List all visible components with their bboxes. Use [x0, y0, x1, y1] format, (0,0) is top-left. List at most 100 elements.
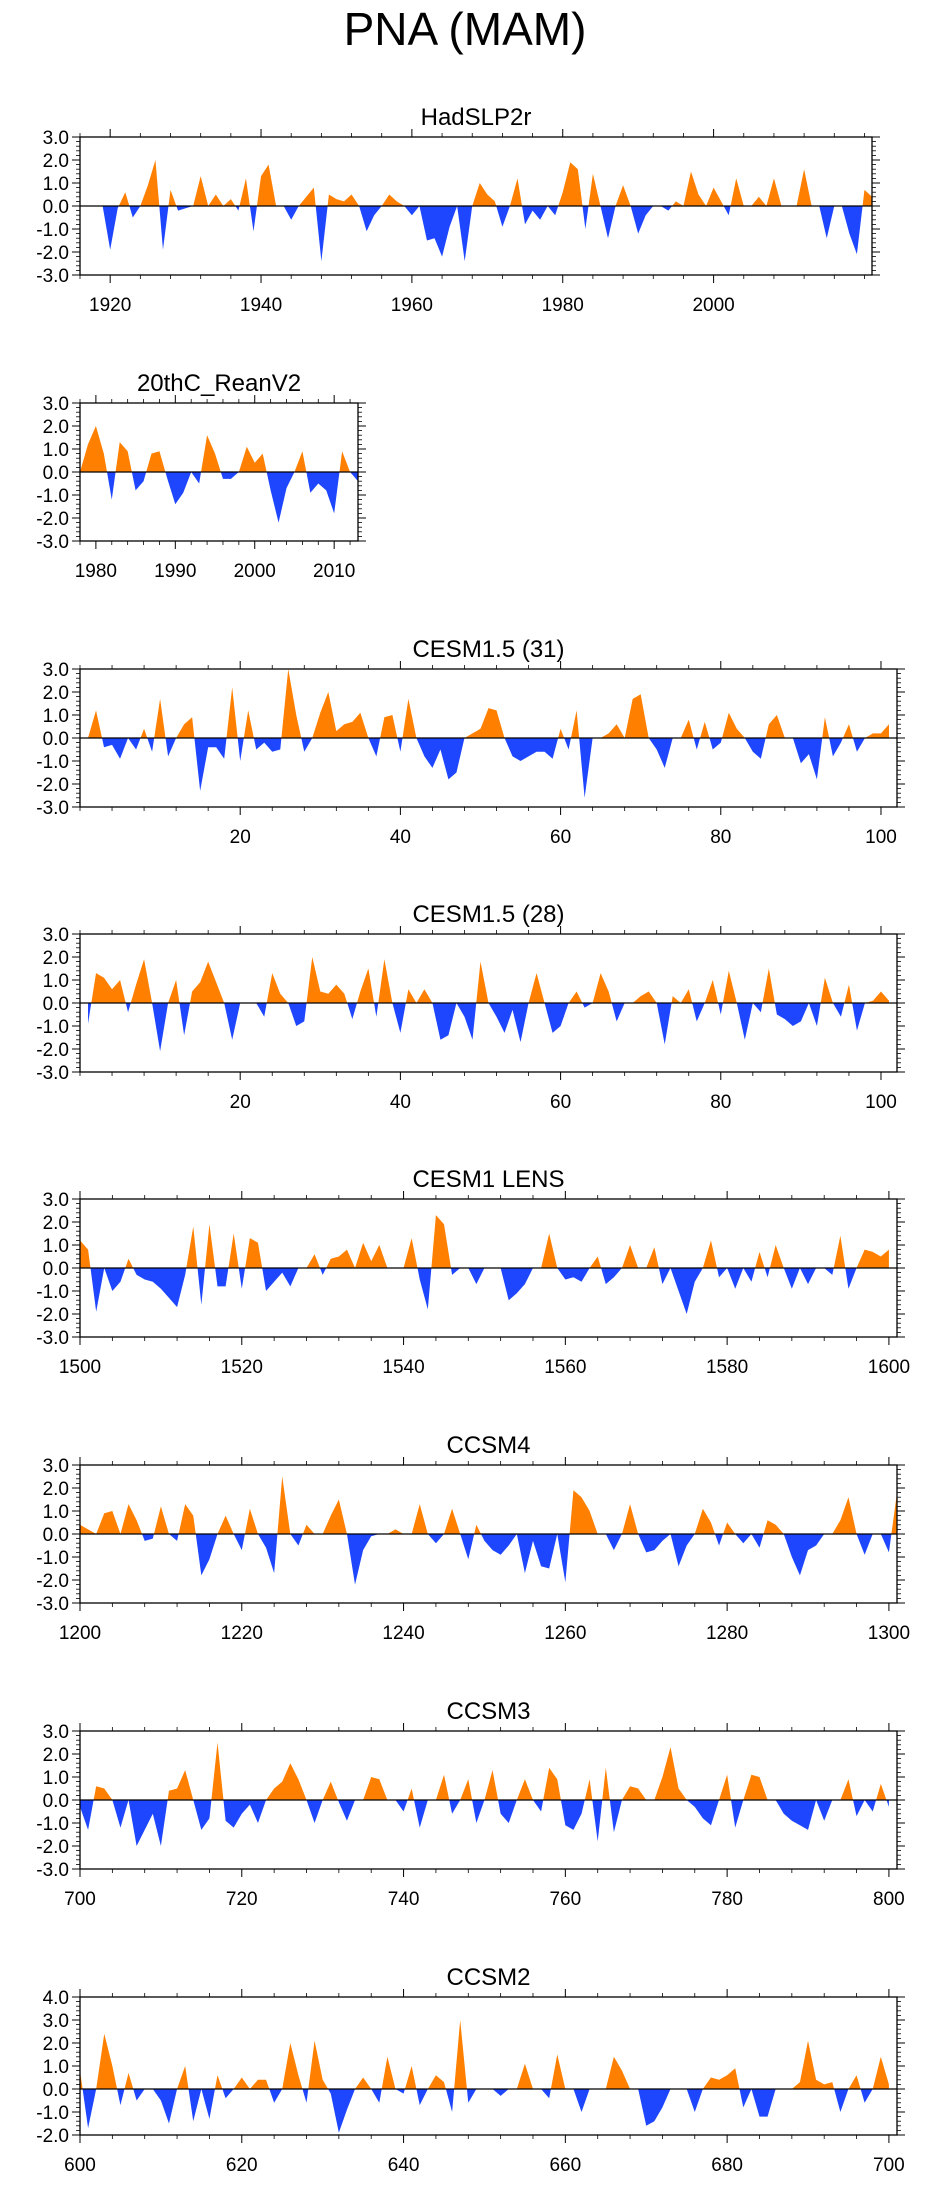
x-tick-label: 800	[873, 1889, 905, 1910]
plot-frame	[79, 1996, 898, 2136]
x-tick-label: 40	[390, 827, 411, 848]
negative-area	[80, 472, 358, 523]
x-tick-label: 20	[230, 1092, 251, 1113]
y-tick-label: -1.0	[36, 1548, 69, 1569]
x-tick-label: 60	[550, 827, 571, 848]
y-tick-label: -1.0	[36, 1814, 69, 1835]
negative-area	[80, 206, 872, 262]
y-tick-label: 2.0	[43, 1479, 69, 1500]
x-tick-label: 1990	[154, 561, 196, 582]
y-tick-label: 3.0	[43, 1722, 69, 1743]
positive-area	[80, 1215, 889, 1268]
x-tick-label: 740	[388, 1889, 420, 1910]
y-tick-label: 1.0	[43, 971, 69, 992]
x-tick-label: 1580	[706, 1357, 748, 1378]
chart-panel: CESM1.5 (31) -3.0-2.0-1.00.01.02.03.0 20 40…	[36, 636, 905, 848]
y-tick-label: -2.0	[36, 2126, 69, 2147]
y-tick-label: 2.0	[43, 417, 69, 438]
x-tick-label: 1960	[391, 295, 433, 316]
x-tick-label: 700	[873, 2155, 905, 2176]
y-tick-label: 3.0	[43, 1456, 69, 1477]
x-tick-label: 1200	[59, 1623, 101, 1644]
chart-title: HadSLP2r	[421, 104, 532, 131]
negative-area	[80, 1800, 889, 1846]
y-tick-label: -1.0	[36, 1282, 69, 1303]
y-tick-label: 2.0	[43, 151, 69, 172]
y-tick-label: -2.0	[36, 1571, 69, 1592]
y-tick-label: 2.0	[43, 948, 69, 969]
chart-panel: CESM1 LENS -3.0-2.0-1.00.01.02.03.0 1500 15…	[36, 1166, 910, 1378]
y-tick-label: 3.0	[43, 128, 69, 149]
x-tick-label: 600	[64, 2155, 96, 2176]
chart-title: CESM1.5 (31)	[412, 636, 564, 663]
y-tick-label: 0.0	[43, 463, 69, 484]
y-tick-label: 1.0	[43, 1502, 69, 1523]
y-tick-label: -3.0	[36, 266, 69, 287]
y-tick-label: 3.0	[43, 925, 69, 946]
y-tick-label: 0.0	[43, 2080, 69, 2101]
x-tick-label: 1520	[221, 1357, 263, 1378]
y-tick-label: -1.0	[36, 2103, 69, 2124]
y-tick-label: -2.0	[36, 1040, 69, 1061]
x-tick-label: 1980	[542, 295, 584, 316]
y-tick-label: 2.0	[43, 1745, 69, 1766]
y-tick-label: 4.0	[43, 1988, 69, 2009]
y-tick-label: -2.0	[36, 1837, 69, 1858]
x-tick-label: 1540	[382, 1357, 424, 1378]
y-tick-label: -1.0	[36, 486, 69, 507]
negative-area	[80, 2089, 889, 2133]
y-tick-label: 0.0	[43, 729, 69, 750]
x-tick-label: 60	[550, 1092, 571, 1113]
y-tick-label: 2.0	[43, 1213, 69, 1234]
chart-title: CESM1 LENS	[412, 1166, 564, 1193]
y-tick-label: 3.0	[43, 394, 69, 415]
positive-area	[80, 426, 358, 472]
negative-area	[80, 1268, 889, 1314]
y-tick-label: -3.0	[36, 1860, 69, 1881]
y-tick-label: -3.0	[36, 1063, 69, 1084]
x-tick-label: 1300	[868, 1623, 910, 1644]
x-tick-label: 100	[865, 827, 897, 848]
x-tick-label: 1600	[868, 1357, 910, 1378]
x-tick-label: 780	[711, 1889, 743, 1910]
x-tick-label: 40	[390, 1092, 411, 1113]
y-tick-label: -2.0	[36, 775, 69, 796]
y-tick-label: 3.0	[43, 1190, 69, 1211]
negative-area	[88, 1003, 889, 1052]
x-tick-label: 1500	[59, 1357, 101, 1378]
positive-area	[80, 160, 872, 206]
chart-panel: 20thC_ReanV2 -3.0-2.0-1.00.01.02.03.0 1980…	[36, 370, 366, 582]
y-tick-label: 1.0	[43, 440, 69, 461]
chart-panel: HadSLP2r -3.0-2.0-1.00.01.02.03.0 1920 1940…	[36, 104, 880, 316]
chart-title: CESM1.5 (28)	[412, 901, 564, 928]
x-tick-label: 700	[64, 1889, 96, 1910]
y-tick-label: -3.0	[36, 1594, 69, 1615]
x-tick-label: 100	[865, 1092, 897, 1113]
positive-area	[88, 957, 889, 1003]
y-tick-label: 0.0	[43, 994, 69, 1015]
chart-title: CCSM4	[446, 1432, 530, 1459]
y-tick-label: 1.0	[43, 1236, 69, 1257]
y-tick-label: -2.0	[36, 243, 69, 264]
x-tick-label: 80	[710, 827, 731, 848]
y-tick-label: 3.0	[43, 660, 69, 681]
y-tick-label: -1.0	[36, 220, 69, 241]
x-tick-label: 1280	[706, 1623, 748, 1644]
y-tick-label: 0.0	[43, 1791, 69, 1812]
y-tick-label: 3.0	[43, 2011, 69, 2032]
y-tick-label: 1.0	[43, 706, 69, 727]
chart-title: 20thC_ReanV2	[137, 370, 301, 397]
y-tick-label: 1.0	[43, 174, 69, 195]
x-tick-label: 660	[549, 2155, 581, 2176]
y-tick-label: -2.0	[36, 1305, 69, 1326]
positive-area	[80, 1476, 897, 1534]
y-tick-label: -1.0	[36, 1017, 69, 1038]
chart-title: CCSM2	[446, 1964, 530, 1991]
positive-area	[80, 2020, 889, 2089]
x-tick-label: 760	[549, 1889, 581, 1910]
x-tick-label: 1220	[221, 1623, 263, 1644]
y-tick-label: 1.0	[43, 1768, 69, 1789]
x-tick-label: 1260	[544, 1623, 586, 1644]
